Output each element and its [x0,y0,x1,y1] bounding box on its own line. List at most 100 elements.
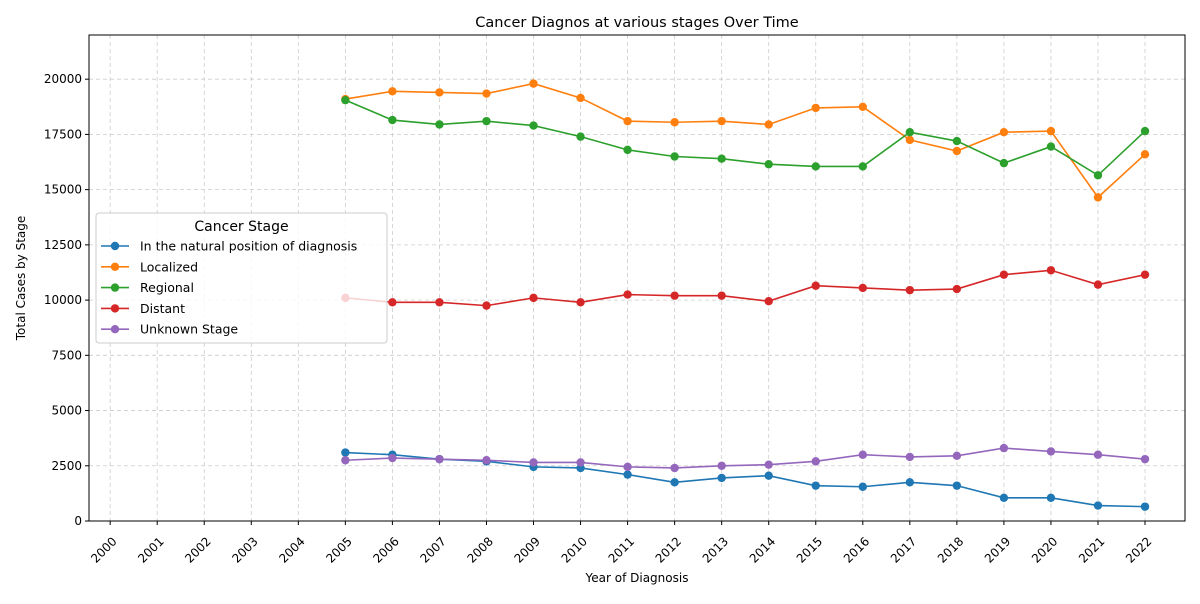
y-tick-label: 20000 [44,72,82,86]
data-point [482,456,491,465]
data-point [999,443,1009,453]
data-point [717,116,726,126]
y-tick-label: 2500 [51,459,82,473]
data-point [670,478,679,487]
data-point [388,115,397,125]
legend-marker [110,262,120,271]
y-tick-label: 10000 [44,293,82,307]
data-point [905,128,915,137]
data-point [623,116,632,126]
data-point [952,481,962,490]
plot-frame [88,34,1186,522]
data-point [623,290,632,299]
data-point [1046,266,1056,275]
data-point [717,473,726,483]
data-point [435,120,444,129]
data-point [670,291,679,300]
data-point [388,87,397,96]
data-point [717,461,726,470]
data-point [1140,270,1150,279]
data-point [999,270,1009,279]
data-point [1093,501,1103,510]
data-point [1140,126,1150,136]
data-point [576,298,585,307]
data-point [670,463,679,473]
data-point [811,457,820,466]
data-point [388,298,397,307]
data-point [811,103,820,113]
data-point [999,493,1009,503]
legend-label: Localized [140,259,198,274]
data-point [858,102,867,111]
data-point [905,452,915,462]
data-point [1093,450,1103,459]
data-point [341,95,350,105]
legend-item: Unknown Stage [101,322,238,337]
data-point [952,136,962,146]
legend-label: Distant [140,301,185,316]
data-point [482,89,491,98]
data-point [529,293,538,303]
data-point [576,458,585,467]
data-point [764,460,773,469]
data-point [717,154,726,163]
legend-title: Cancer Stage [194,219,288,235]
series-line [345,451,1146,508]
y-tick-label: 5000 [51,404,82,418]
series-lines [341,79,1150,511]
legend-marker [110,304,120,313]
legend-item: Regional [101,280,194,295]
data-point [623,462,632,472]
legend-marker [110,325,120,334]
legend-marker [110,241,120,251]
data-point [764,160,773,169]
legend: Cancer Stage In the natural position of d… [95,212,388,344]
data-point [576,93,585,103]
data-point [717,291,726,300]
series-4 [341,443,1150,473]
axes [85,34,1186,525]
data-point [482,301,491,310]
data-point [623,145,632,155]
data-point [952,284,962,294]
data-point [1093,193,1103,202]
y-axis-title: Total Cases by Stage [14,216,28,341]
data-point [388,453,397,463]
data-point [811,481,820,490]
data-point [576,132,585,141]
data-point [1140,454,1150,464]
data-point [811,162,820,171]
data-point [1046,126,1056,136]
data-point [1093,171,1103,180]
x-axis-title: Year of Diagnosis [585,571,689,585]
data-point [999,128,1009,137]
data-point [529,121,538,130]
data-point [529,458,538,467]
data-point [1140,150,1150,159]
data-point [999,158,1009,168]
data-point [1140,502,1150,511]
data-point [858,482,867,491]
legend-item: Localized [101,259,198,274]
data-point [905,135,915,145]
data-point [341,456,350,465]
data-point [670,152,679,161]
y-tick-label: 17500 [44,127,82,141]
y-tick-label: 0 [74,514,82,528]
data-point [529,79,538,88]
data-point [670,118,679,127]
y-tick-label: 15000 [44,183,82,197]
data-point [952,146,962,156]
data-point [952,451,962,461]
series-line [345,269,1146,307]
series-line [345,99,1146,177]
chart-title: Cancer Diagnos at various stages Over Ti… [475,15,798,31]
data-point [482,116,491,126]
data-point [858,283,867,293]
data-point [905,285,915,295]
data-point [858,162,867,171]
series-line [345,82,1146,199]
y-tick-label: 12500 [44,238,82,252]
